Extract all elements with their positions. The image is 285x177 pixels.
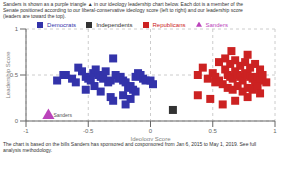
html-text:Sanders is shown as a purple t: Sanders is shown as a purple triangle ▲ … [3, 1, 244, 19]
svg-text:Ideology Score: Ideology Score [130, 136, 171, 141]
svg-text:0.5: 0.5 [209, 128, 218, 134]
svg-text:-1: -1 [23, 128, 29, 134]
svg-text:0: 0 [15, 118, 19, 124]
svg-text:1: 1 [15, 26, 19, 32]
svg-text:Sanders: Sanders [53, 112, 72, 118]
html-text:Republicans: Republicans [152, 22, 186, 28]
html-text:The chart is based on the bill: The chart is based on the bills Sanders … [3, 141, 257, 147]
html-text:Independents: Independents [96, 22, 133, 28]
svg-text:0: 0 [149, 128, 153, 134]
svg-text:1: 1 [273, 128, 277, 134]
html-text:Democrats: Democrats [47, 22, 77, 28]
html-text:analysis methodology.: analysis methodology. [3, 147, 53, 153]
svg-text:-0.5: -0.5 [83, 128, 94, 134]
html-text:Sanders: Sanders [205, 22, 228, 28]
svg-text:0.5: 0.5 [9, 72, 18, 79]
svg-text:Leadership Score: Leadership Score [8, 51, 11, 99]
